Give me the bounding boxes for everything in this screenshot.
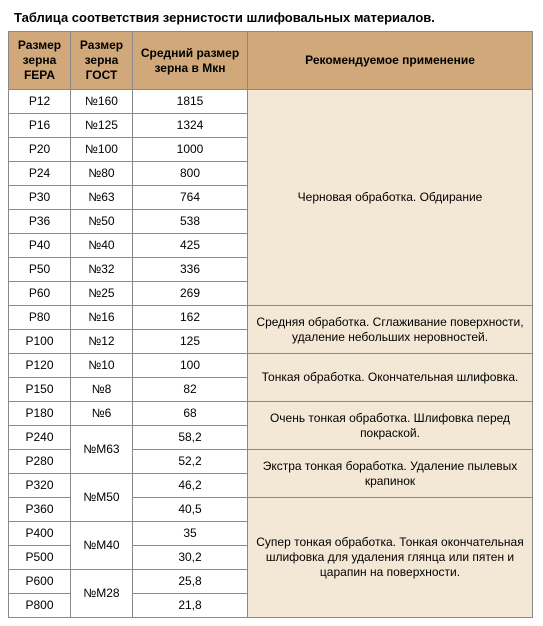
cell-gost: №М63 xyxy=(71,426,133,474)
cell-gost: №8 xyxy=(71,378,133,402)
cell-gost: №6 xyxy=(71,402,133,426)
cell-recommendation: Черновая обработка. Обдирание xyxy=(248,90,533,306)
header-fepa: Размер зерна FEPA xyxy=(9,32,71,90)
table-row: P80№16162Средняя обработка. Сглаживание … xyxy=(9,306,533,330)
cell-fepa: P50 xyxy=(9,258,71,282)
table-row: P180№668Очень тонкая обработка. Шлифовка… xyxy=(9,402,533,426)
cell-gost: №М28 xyxy=(71,570,133,618)
cell-recommendation: Супер тонкая обработка. Тонкая окончател… xyxy=(248,498,533,618)
table-title: Таблица соответствия зернистости шлифова… xyxy=(14,10,535,25)
cell-gost: №32 xyxy=(71,258,133,282)
grit-table: Размер зерна FEPA Размер зерна ГОСТ Сред… xyxy=(8,31,533,618)
cell-avg: 46,2 xyxy=(133,474,248,498)
cell-fepa: P24 xyxy=(9,162,71,186)
cell-gost: №50 xyxy=(71,210,133,234)
cell-avg: 30,2 xyxy=(133,546,248,570)
cell-avg: 764 xyxy=(133,186,248,210)
cell-fepa: P280 xyxy=(9,450,71,474)
cell-fepa: P600 xyxy=(9,570,71,594)
cell-fepa: P40 xyxy=(9,234,71,258)
cell-fepa: P180 xyxy=(9,402,71,426)
cell-avg: 336 xyxy=(133,258,248,282)
table-row: P12№1601815Черновая обработка. Обдирание xyxy=(9,90,533,114)
header-avg: Средний размер зерна в Мкн xyxy=(133,32,248,90)
cell-avg: 1324 xyxy=(133,114,248,138)
cell-fepa: P500 xyxy=(9,546,71,570)
cell-fepa: P30 xyxy=(9,186,71,210)
cell-avg: 52,2 xyxy=(133,450,248,474)
cell-fepa: P400 xyxy=(9,522,71,546)
cell-avg: 68 xyxy=(133,402,248,426)
cell-avg: 25,8 xyxy=(133,570,248,594)
cell-gost: №25 xyxy=(71,282,133,306)
table-row: P120№10100Тонкая обработка. Окончательна… xyxy=(9,354,533,378)
cell-avg: 425 xyxy=(133,234,248,258)
cell-gost: №63 xyxy=(71,186,133,210)
header-rec: Рекомендуемое применение xyxy=(248,32,533,90)
cell-avg: 82 xyxy=(133,378,248,402)
cell-avg: 269 xyxy=(133,282,248,306)
cell-avg: 40,5 xyxy=(133,498,248,522)
cell-avg: 21,8 xyxy=(133,594,248,618)
cell-gost: №16 xyxy=(71,306,133,330)
cell-fepa: P80 xyxy=(9,306,71,330)
header-row: Размер зерна FEPA Размер зерна ГОСТ Сред… xyxy=(9,32,533,90)
cell-avg: 100 xyxy=(133,354,248,378)
cell-fepa: P100 xyxy=(9,330,71,354)
cell-fepa: P320 xyxy=(9,474,71,498)
cell-gost: №12 xyxy=(71,330,133,354)
cell-recommendation: Экстра тонкая боработка. Удаление пылевы… xyxy=(248,450,533,498)
cell-avg: 1000 xyxy=(133,138,248,162)
cell-recommendation: Тонкая обработка. Окончательная шлифовка… xyxy=(248,354,533,402)
cell-fepa: P36 xyxy=(9,210,71,234)
cell-avg: 800 xyxy=(133,162,248,186)
cell-avg: 162 xyxy=(133,306,248,330)
cell-avg: 58,2 xyxy=(133,426,248,450)
cell-gost: №80 xyxy=(71,162,133,186)
cell-recommendation: Очень тонкая обработка. Шлифовка перед п… xyxy=(248,402,533,450)
cell-gost: №40 xyxy=(71,234,133,258)
cell-fepa: P120 xyxy=(9,354,71,378)
table-body: P12№1601815Черновая обработка. Обдирание… xyxy=(9,90,533,618)
cell-gost: №160 xyxy=(71,90,133,114)
header-gost: Размер зерна ГОСТ xyxy=(71,32,133,90)
cell-fepa: P20 xyxy=(9,138,71,162)
cell-gost: №М50 xyxy=(71,474,133,522)
cell-gost: №100 xyxy=(71,138,133,162)
cell-recommendation: Средняя обработка. Сглаживание поверхнос… xyxy=(248,306,533,354)
cell-avg: 35 xyxy=(133,522,248,546)
cell-avg: 538 xyxy=(133,210,248,234)
cell-fepa: P16 xyxy=(9,114,71,138)
cell-gost: №125 xyxy=(71,114,133,138)
cell-gost: №10 xyxy=(71,354,133,378)
cell-avg: 1815 xyxy=(133,90,248,114)
cell-fepa: P800 xyxy=(9,594,71,618)
cell-fepa: P150 xyxy=(9,378,71,402)
cell-fepa: P60 xyxy=(9,282,71,306)
cell-fepa: P240 xyxy=(9,426,71,450)
cell-fepa: P12 xyxy=(9,90,71,114)
cell-avg: 125 xyxy=(133,330,248,354)
cell-fepa: P360 xyxy=(9,498,71,522)
